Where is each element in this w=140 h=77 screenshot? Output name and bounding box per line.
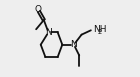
Text: 2: 2 (97, 29, 102, 35)
Text: NH: NH (93, 25, 107, 34)
Text: N: N (45, 28, 52, 37)
Text: N: N (70, 40, 77, 49)
Text: O: O (34, 5, 41, 14)
